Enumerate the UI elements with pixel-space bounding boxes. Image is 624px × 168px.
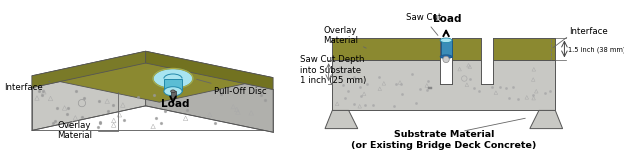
Ellipse shape (171, 90, 175, 93)
Bar (441, 40, 452, 57)
Text: Load: Load (160, 99, 189, 109)
Polygon shape (164, 78, 182, 91)
Text: Saw Cut: Saw Cut (406, 13, 441, 35)
Text: Interface: Interface (569, 27, 608, 36)
Ellipse shape (164, 87, 182, 96)
Polygon shape (32, 51, 273, 102)
Bar (171, 91, 176, 98)
Bar (440, 38, 452, 84)
Text: Overlay
Material: Overlay Material (57, 92, 119, 140)
Bar (332, 38, 555, 60)
Text: Interface: Interface (4, 81, 50, 92)
Polygon shape (32, 63, 145, 130)
Polygon shape (145, 51, 273, 90)
Polygon shape (145, 63, 273, 132)
Polygon shape (530, 110, 563, 129)
Ellipse shape (440, 55, 452, 58)
Bar (332, 60, 555, 110)
Bar (428, 87, 432, 90)
Circle shape (443, 56, 449, 63)
Text: Substrate Material
(or Existing Bridge Deck Concrete): Substrate Material (or Existing Bridge D… (351, 130, 537, 150)
Text: Saw Cut Depth
into Substrate
1 inch (25 mm): Saw Cut Depth into Substrate 1 inch (25 … (300, 55, 367, 85)
Text: 1.5 inch (38 mm): 1.5 inch (38 mm) (568, 46, 624, 53)
Text: Pull-Off Disc: Pull-Off Disc (197, 79, 266, 96)
Text: Load: Load (432, 14, 461, 24)
Polygon shape (32, 51, 145, 88)
Ellipse shape (153, 69, 193, 89)
Ellipse shape (440, 38, 452, 43)
Bar (480, 38, 494, 84)
Text: Overlay
Material: Overlay Material (323, 26, 366, 48)
Polygon shape (325, 110, 358, 129)
